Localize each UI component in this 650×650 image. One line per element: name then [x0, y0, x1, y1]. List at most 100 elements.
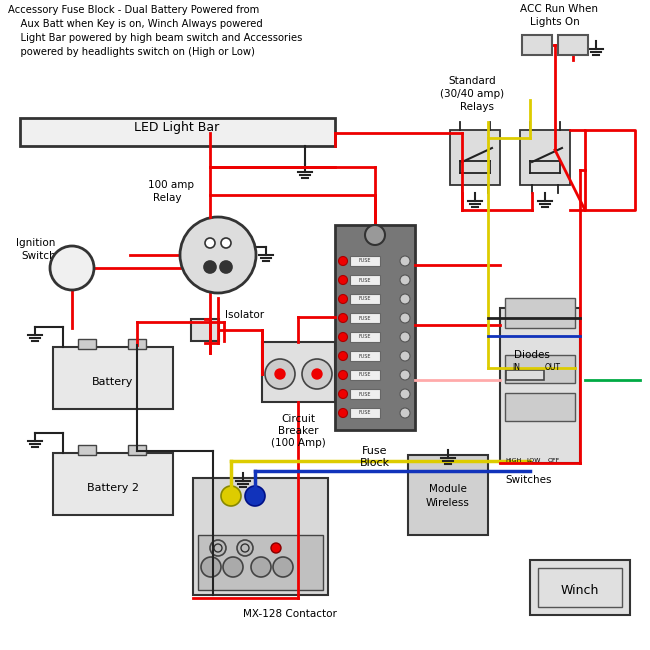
Circle shape [210, 540, 226, 556]
Circle shape [273, 557, 293, 577]
Text: Accessory Fuse Block - Dual Battery Powered from: Accessory Fuse Block - Dual Battery Powe… [8, 5, 259, 15]
Text: powered by headlights switch on (High or Low): powered by headlights switch on (High or… [8, 47, 255, 57]
Circle shape [365, 225, 385, 245]
Circle shape [400, 256, 410, 266]
Text: LED Light Bar: LED Light Bar [135, 122, 220, 135]
Circle shape [339, 257, 348, 265]
Circle shape [221, 486, 241, 506]
Text: OUT: OUT [545, 363, 561, 372]
Bar [505, 298, 575, 328]
Circle shape [223, 557, 243, 577]
Text: MX-128 Contactor: MX-128 Contactor [243, 609, 337, 619]
Text: Circuit: Circuit [281, 414, 315, 424]
Bar [500, 308, 580, 463]
Circle shape [275, 369, 285, 379]
Circle shape [400, 389, 410, 399]
Bar [78, 445, 96, 455]
Bar [350, 408, 380, 418]
Text: FUSE: FUSE [359, 391, 371, 396]
Bar [530, 560, 630, 615]
Circle shape [339, 389, 348, 398]
Circle shape [302, 359, 332, 389]
Text: (100 Amp): (100 Amp) [270, 438, 326, 448]
Text: FUSE: FUSE [359, 372, 371, 378]
Text: Relay: Relay [153, 193, 181, 203]
Bar [350, 294, 380, 304]
Text: Winch: Winch [561, 584, 599, 597]
Text: Switches: Switches [505, 475, 551, 485]
Bar [193, 478, 328, 595]
Circle shape [400, 408, 410, 418]
Bar [558, 35, 588, 55]
Text: Isolator: Isolator [225, 310, 264, 320]
Bar [350, 332, 380, 342]
Bar [350, 389, 380, 399]
Circle shape [339, 276, 348, 285]
Circle shape [221, 238, 231, 248]
Bar [350, 256, 380, 266]
Text: Module: Module [429, 484, 467, 494]
Bar [522, 35, 552, 55]
Circle shape [400, 313, 410, 323]
Text: Wireless: Wireless [426, 498, 470, 508]
Circle shape [205, 238, 215, 248]
Bar [350, 351, 380, 361]
Bar [128, 339, 146, 349]
Text: Ignition: Ignition [16, 238, 55, 248]
Text: Battery 2: Battery 2 [87, 483, 139, 493]
Text: FUSE: FUSE [359, 335, 371, 339]
Bar [53, 347, 173, 409]
Circle shape [400, 275, 410, 285]
Text: Lights On: Lights On [530, 17, 580, 27]
Circle shape [237, 540, 253, 556]
Text: Relays: Relays [460, 102, 494, 112]
Circle shape [400, 351, 410, 361]
Bar [538, 568, 622, 607]
Text: HIGH: HIGH [505, 458, 521, 463]
Circle shape [204, 261, 216, 273]
Text: FUSE: FUSE [359, 278, 371, 283]
Text: (30/40 amp): (30/40 amp) [440, 89, 504, 99]
Text: Breaker: Breaker [278, 426, 318, 436]
Bar [450, 130, 500, 185]
Circle shape [312, 369, 322, 379]
Circle shape [180, 217, 256, 293]
Text: IN: IN [512, 363, 520, 372]
Bar [408, 455, 488, 535]
Text: Switch: Switch [21, 251, 56, 261]
Circle shape [339, 333, 348, 341]
Circle shape [400, 370, 410, 380]
Bar [335, 225, 415, 430]
Circle shape [220, 261, 232, 273]
Bar [198, 535, 323, 590]
Bar [505, 355, 575, 383]
Text: Block: Block [360, 458, 390, 468]
Bar [350, 313, 380, 323]
Bar [520, 130, 570, 185]
Circle shape [339, 352, 348, 361]
Text: Fuse: Fuse [362, 446, 388, 456]
Circle shape [251, 557, 271, 577]
Circle shape [339, 294, 348, 304]
Text: FUSE: FUSE [359, 315, 371, 320]
Text: Aux Batt when Key is on, Winch Always powered: Aux Batt when Key is on, Winch Always po… [8, 19, 263, 29]
Circle shape [265, 359, 295, 389]
Bar [350, 275, 380, 285]
Circle shape [400, 294, 410, 304]
Text: FUSE: FUSE [359, 259, 371, 263]
Circle shape [271, 543, 281, 553]
Bar [191, 319, 219, 341]
Text: Light Bar powered by high beam switch and Accessories: Light Bar powered by high beam switch an… [8, 33, 302, 43]
Text: ACC Run When: ACC Run When [520, 4, 598, 14]
Text: Diodes: Diodes [514, 350, 550, 360]
Circle shape [400, 332, 410, 342]
Bar [20, 118, 335, 146]
Bar [78, 339, 96, 349]
Text: LOW: LOW [526, 458, 540, 463]
Text: 100 amp: 100 amp [148, 180, 194, 190]
Bar [506, 370, 544, 380]
Bar [262, 342, 335, 402]
Text: FUSE: FUSE [359, 411, 371, 415]
Bar [350, 370, 380, 380]
Bar [505, 393, 575, 421]
